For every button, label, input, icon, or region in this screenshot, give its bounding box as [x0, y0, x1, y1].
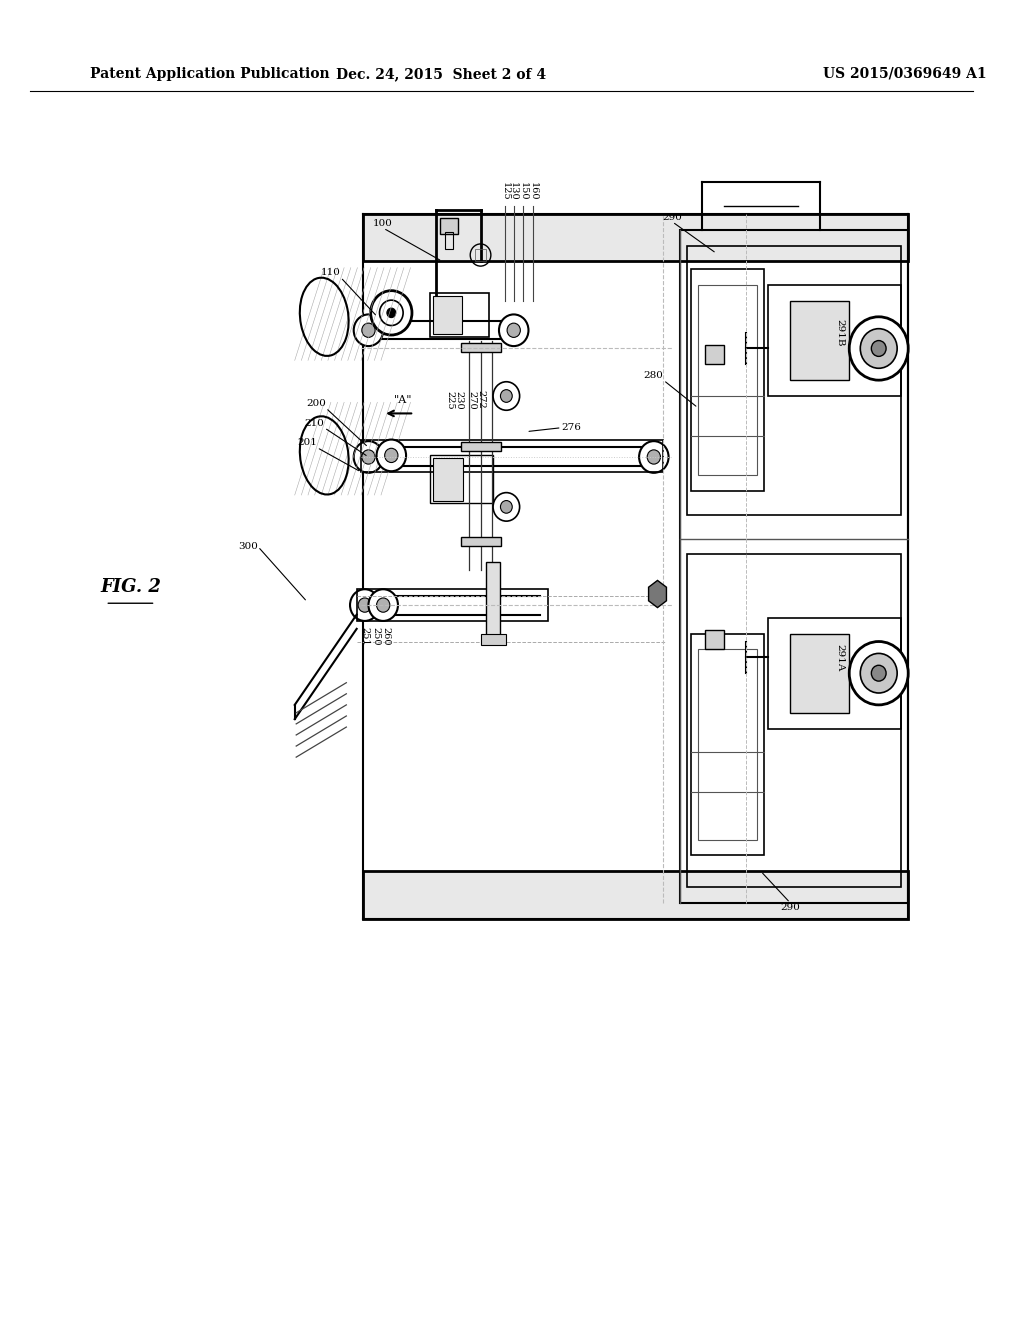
Text: Dec. 24, 2015  Sheet 2 of 4: Dec. 24, 2015 Sheet 2 of 4 — [336, 67, 547, 81]
Ellipse shape — [494, 381, 519, 411]
Text: 230: 230 — [455, 391, 464, 409]
Ellipse shape — [377, 598, 390, 612]
Bar — [791, 634, 849, 713]
Bar — [680, 230, 908, 903]
Bar — [698, 285, 757, 475]
Bar — [768, 618, 901, 729]
Bar — [480, 634, 506, 644]
Bar — [698, 649, 757, 840]
Text: 300: 300 — [238, 543, 258, 550]
Text: 200: 200 — [306, 399, 326, 408]
Bar — [706, 345, 724, 364]
Text: 290: 290 — [780, 903, 800, 912]
Text: "A": "A" — [394, 395, 413, 405]
Ellipse shape — [353, 314, 383, 346]
Ellipse shape — [353, 441, 383, 473]
Text: 251: 251 — [360, 627, 370, 645]
Bar — [433, 458, 463, 500]
Bar — [691, 634, 765, 855]
Ellipse shape — [849, 642, 908, 705]
Ellipse shape — [371, 290, 412, 335]
Bar — [430, 455, 494, 503]
Bar — [691, 269, 765, 491]
Ellipse shape — [377, 440, 407, 471]
Bar — [461, 343, 501, 352]
Bar — [706, 630, 724, 649]
Ellipse shape — [358, 598, 372, 612]
Ellipse shape — [860, 329, 897, 368]
Text: 291A: 291A — [836, 644, 845, 671]
Ellipse shape — [501, 389, 512, 403]
Ellipse shape — [507, 323, 520, 338]
Text: Patent Application Publication: Patent Application Publication — [90, 67, 330, 81]
Ellipse shape — [501, 500, 512, 513]
Ellipse shape — [849, 317, 908, 380]
Bar — [362, 871, 908, 919]
Ellipse shape — [494, 492, 519, 521]
Bar — [486, 562, 500, 642]
Text: 280: 280 — [643, 371, 664, 380]
Bar — [445, 232, 453, 249]
Text: 110: 110 — [321, 268, 340, 277]
Bar — [768, 285, 901, 396]
Bar — [687, 246, 901, 515]
Ellipse shape — [860, 653, 897, 693]
Text: 201: 201 — [297, 438, 316, 447]
Bar — [362, 214, 908, 261]
Bar — [356, 589, 549, 620]
Text: 290: 290 — [663, 213, 682, 222]
Bar — [440, 218, 459, 234]
Text: 150: 150 — [519, 182, 527, 201]
Ellipse shape — [361, 323, 375, 338]
Bar — [791, 301, 849, 380]
Text: US 2015/0369649 A1: US 2015/0369649 A1 — [822, 67, 986, 81]
Text: 210: 210 — [304, 418, 325, 428]
Bar — [475, 248, 485, 261]
Ellipse shape — [361, 450, 375, 465]
Ellipse shape — [871, 665, 886, 681]
Bar — [461, 442, 501, 451]
Text: 272: 272 — [477, 391, 485, 409]
Ellipse shape — [499, 314, 528, 346]
Ellipse shape — [387, 308, 395, 318]
Text: 260: 260 — [382, 627, 391, 645]
Text: 276: 276 — [561, 424, 582, 432]
Text: 160: 160 — [528, 182, 538, 201]
Ellipse shape — [871, 341, 886, 356]
Bar — [461, 537, 501, 546]
Ellipse shape — [369, 589, 398, 620]
Text: FIG. 2: FIG. 2 — [100, 578, 161, 597]
Text: 270: 270 — [467, 391, 476, 409]
Text: 291B: 291B — [836, 319, 845, 346]
Text: 100: 100 — [374, 219, 393, 228]
Ellipse shape — [647, 450, 660, 465]
Bar — [361, 441, 664, 473]
Text: 225: 225 — [445, 391, 454, 409]
Text: 250: 250 — [372, 627, 380, 645]
Bar — [432, 296, 462, 334]
Ellipse shape — [639, 441, 669, 473]
Ellipse shape — [350, 589, 380, 620]
Text: 125: 125 — [501, 182, 509, 201]
Ellipse shape — [385, 449, 398, 462]
Bar — [687, 554, 901, 887]
Bar — [430, 293, 489, 337]
Text: 130: 130 — [509, 182, 518, 201]
